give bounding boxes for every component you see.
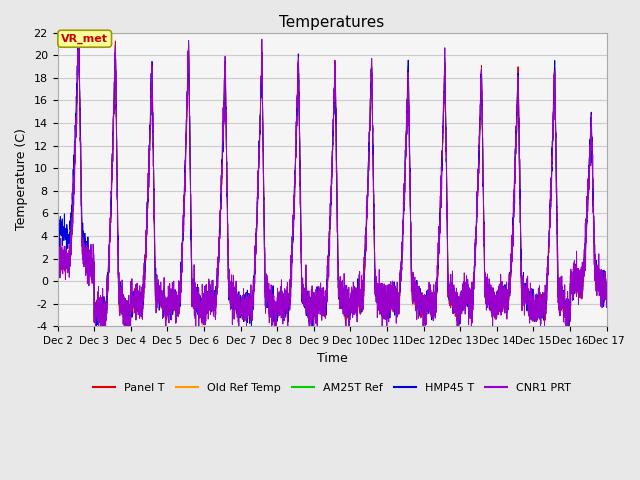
Legend: Panel T, Old Ref Temp, AM25T Ref, HMP45 T, CNR1 PRT: Panel T, Old Ref Temp, AM25T Ref, HMP45 … — [89, 378, 575, 397]
Y-axis label: Temperature (C): Temperature (C) — [15, 129, 28, 230]
Title: Temperatures: Temperatures — [280, 15, 385, 30]
Text: VR_met: VR_met — [61, 34, 108, 44]
X-axis label: Time: Time — [317, 352, 348, 365]
